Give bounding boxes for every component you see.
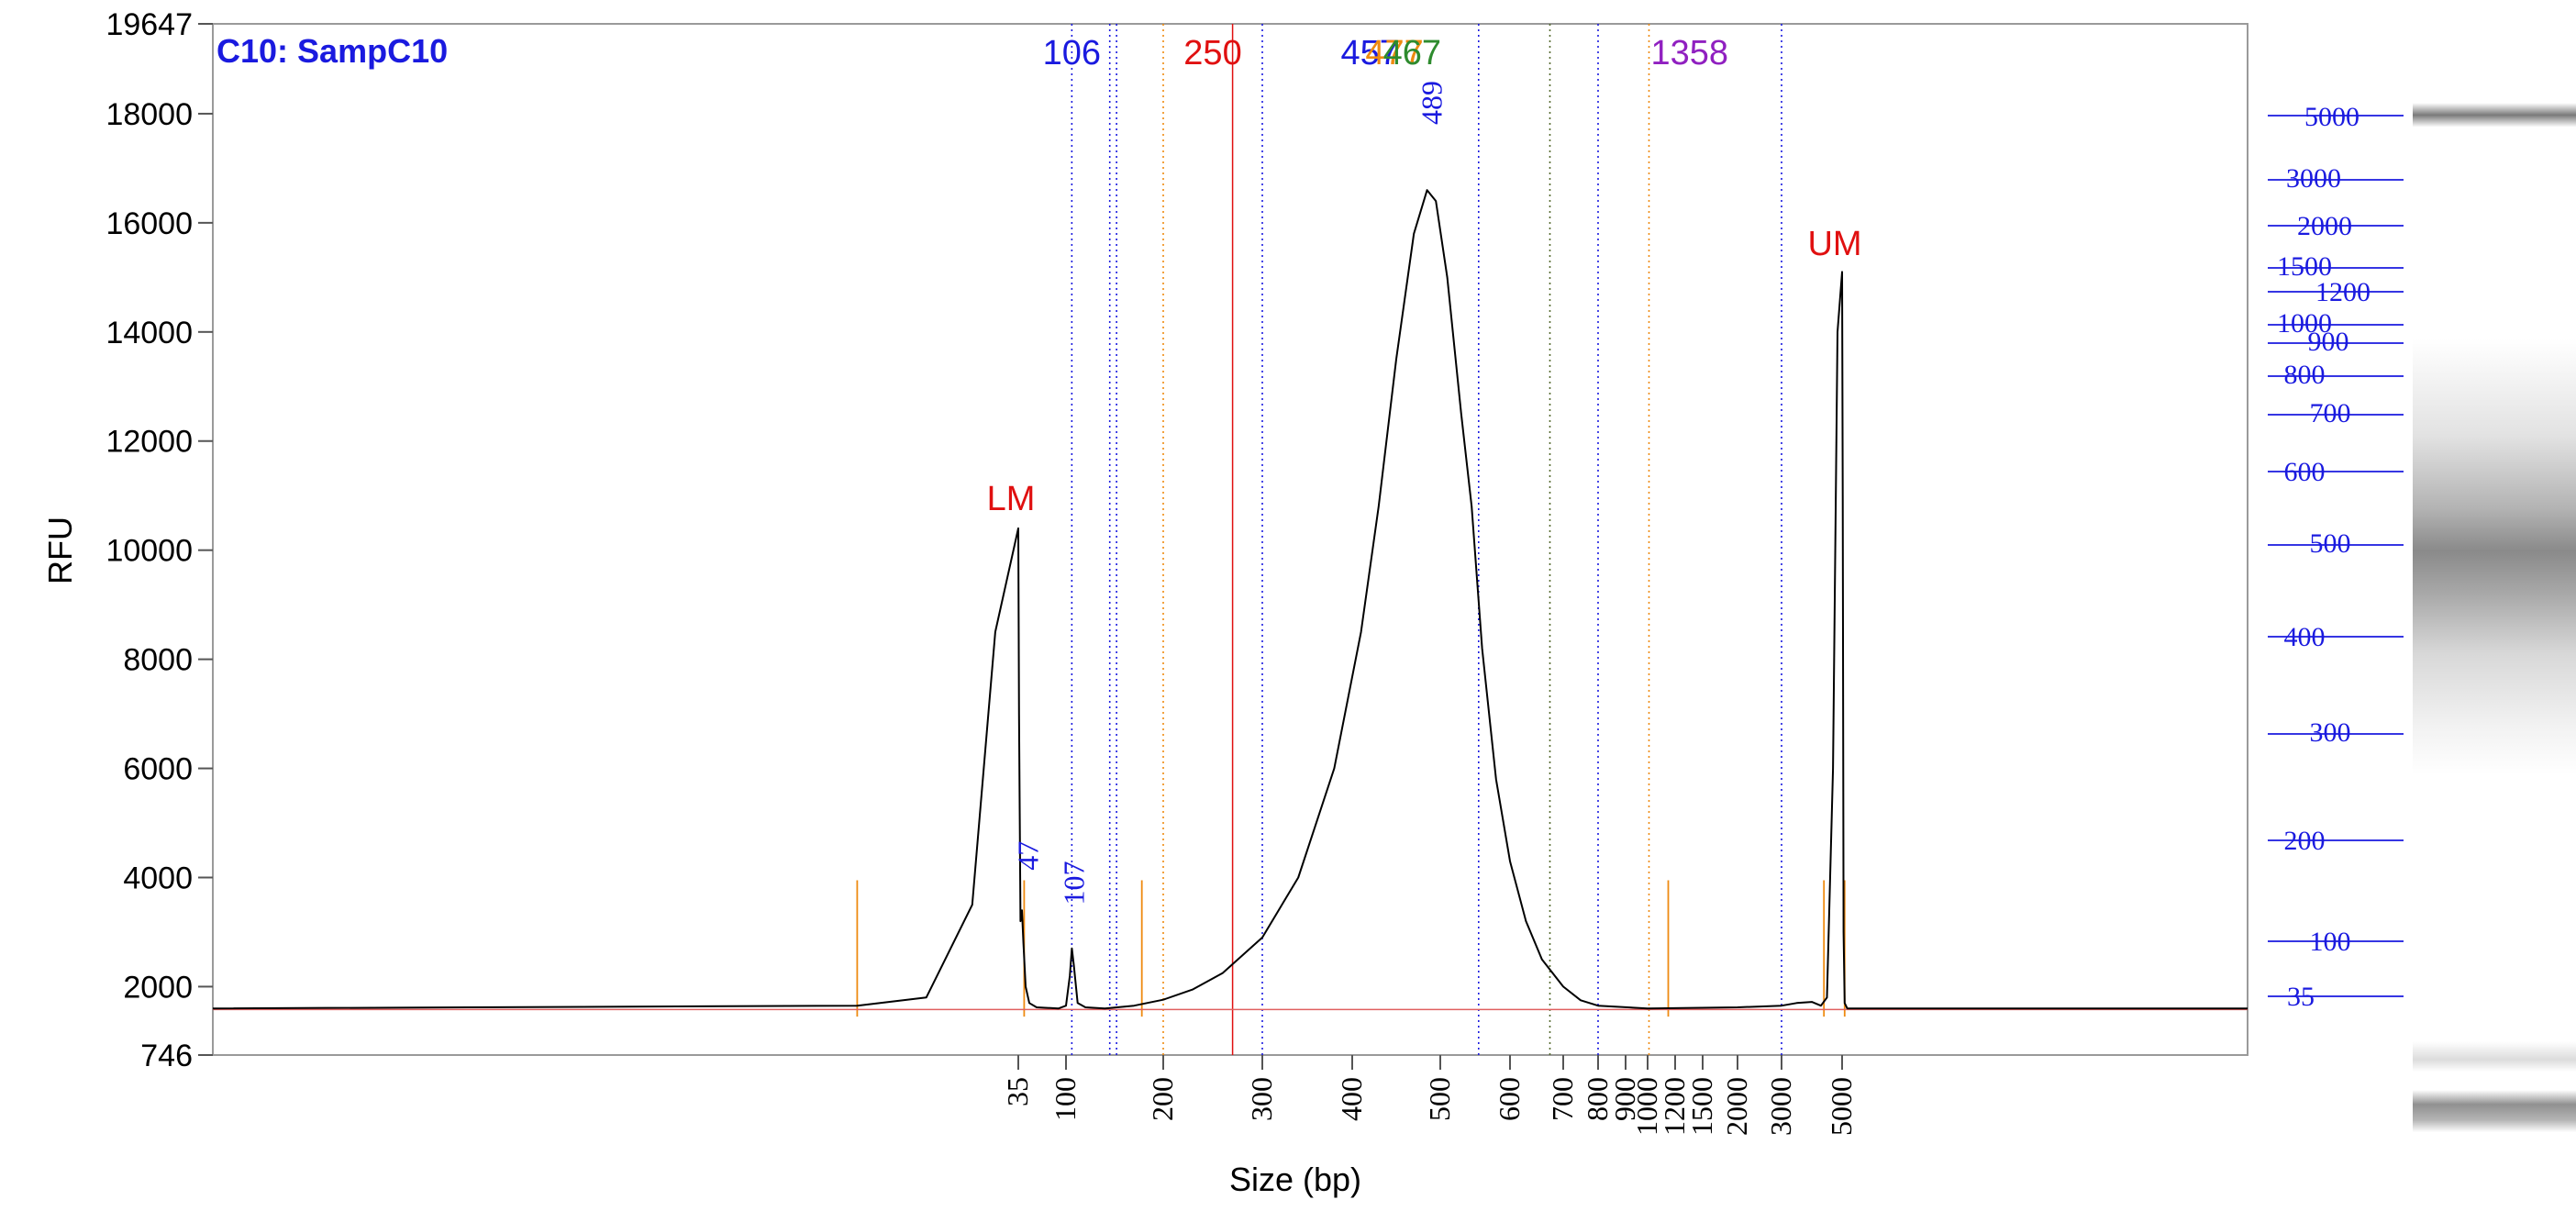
y-tick-label-746: 746 [140, 1039, 193, 1073]
x-tick-label-300: 300 [1245, 1077, 1278, 1121]
top-label-1: 106 [1043, 34, 1101, 72]
plot-area [212, 23, 2248, 1056]
gel-ladder-label-2000: 2000 [2297, 211, 2352, 241]
y-tick-label-19647: 19647 [105, 7, 193, 42]
x-tick-label-3000: 3000 [1764, 1077, 1797, 1136]
top-label-4: 477 [1365, 34, 1423, 72]
x-tick-label-2000: 2000 [1720, 1077, 1753, 1136]
y-tick-label-12000: 12000 [105, 425, 193, 460]
y-tick-label-10000: 10000 [105, 534, 193, 569]
top-label-6: 1358 [1651, 34, 1729, 72]
y-tick-label-6000: 6000 [123, 752, 193, 787]
x-tick-label-35: 35 [1001, 1077, 1034, 1106]
x-tick-label-900: 900 [1608, 1077, 1641, 1121]
x-tick-label-100: 100 [1049, 1077, 1082, 1121]
gel-ladder-label-5000: 5000 [2304, 102, 2359, 132]
x-tick-label-700: 700 [1546, 1077, 1579, 1121]
trace-series [212, 189, 2248, 1010]
y-tick-label-14000: 14000 [105, 316, 193, 350]
marker-label-um: UM [1807, 225, 1861, 263]
gel-lane [2413, 0, 2576, 1211]
top-label-3: 457 [1340, 34, 1398, 72]
gel-ladder-label-800: 800 [2284, 360, 2326, 390]
x-axis-label: Size (bp) [1229, 1161, 1361, 1198]
x-axis: 35 100 200 300 400 500 600 700 80090010001200150… [1001, 1055, 1858, 1136]
y-tick-label-4000: 4000 [123, 861, 193, 895]
gel-ladder-label-900: 900 [2308, 327, 2349, 357]
x-tick-label-600: 600 [1493, 1077, 1526, 1121]
x-tick-label-500: 500 [1423, 1077, 1456, 1121]
gel-ladder-label-1500: 1500 [2277, 251, 2332, 282]
x-tick-label-400: 400 [1335, 1077, 1368, 1121]
gel-ladder-label-400: 400 [2284, 622, 2326, 652]
gel-ladder-label-300: 300 [2310, 717, 2351, 748]
chart-title: C10: SampC10 [217, 32, 448, 70]
trace-line-1 [212, 189, 2248, 1010]
y-tick-label-18000: 18000 [105, 97, 193, 132]
gel-ladder-label-1000: 1000 [2277, 308, 2332, 339]
x-tick-label-1000: 1000 [1630, 1077, 1663, 1136]
top-label-2: 250 [1183, 34, 1241, 72]
top-label-5: 467 [1383, 34, 1441, 72]
gel-ladder-label-500: 500 [2310, 528, 2351, 559]
gel-ladder-label-200: 200 [2284, 826, 2326, 856]
y-tick-label-16000: 16000 [105, 206, 193, 241]
x-tick-label-1200: 1200 [1658, 1077, 1691, 1136]
gel-ladder-label-1200: 1200 [2315, 277, 2371, 307]
x-tick-label-1500: 1500 [1685, 1077, 1718, 1136]
x-tick-label-800: 800 [1581, 1077, 1614, 1121]
marker-label-lm: LM [987, 480, 1036, 518]
x-tick-label-200: 200 [1146, 1077, 1179, 1121]
gel-ladder-label-100: 100 [2310, 927, 2351, 957]
peak-label-47: 47 [1012, 841, 1045, 871]
gel-ladder-label-700: 700 [2310, 398, 2351, 428]
x-tick-label-5000: 5000 [1825, 1077, 1858, 1136]
peak-label-107: 107 [1057, 861, 1090, 905]
y-tick-label-2000: 2000 [123, 970, 193, 1005]
y-axis-label: RFU [41, 517, 79, 584]
gel-ladder-label-600: 600 [2284, 457, 2326, 487]
y-axis: 19647 18000 16000 14000 12000 10000 8000 6000 40… [105, 7, 213, 1073]
gel-ladder-label-3000: 3000 [2286, 163, 2341, 194]
peak-label-489: 489 [1415, 81, 1448, 125]
y-tick-label-8000: 8000 [123, 643, 193, 678]
gel-ladder-label-35: 35 [2287, 982, 2315, 1012]
